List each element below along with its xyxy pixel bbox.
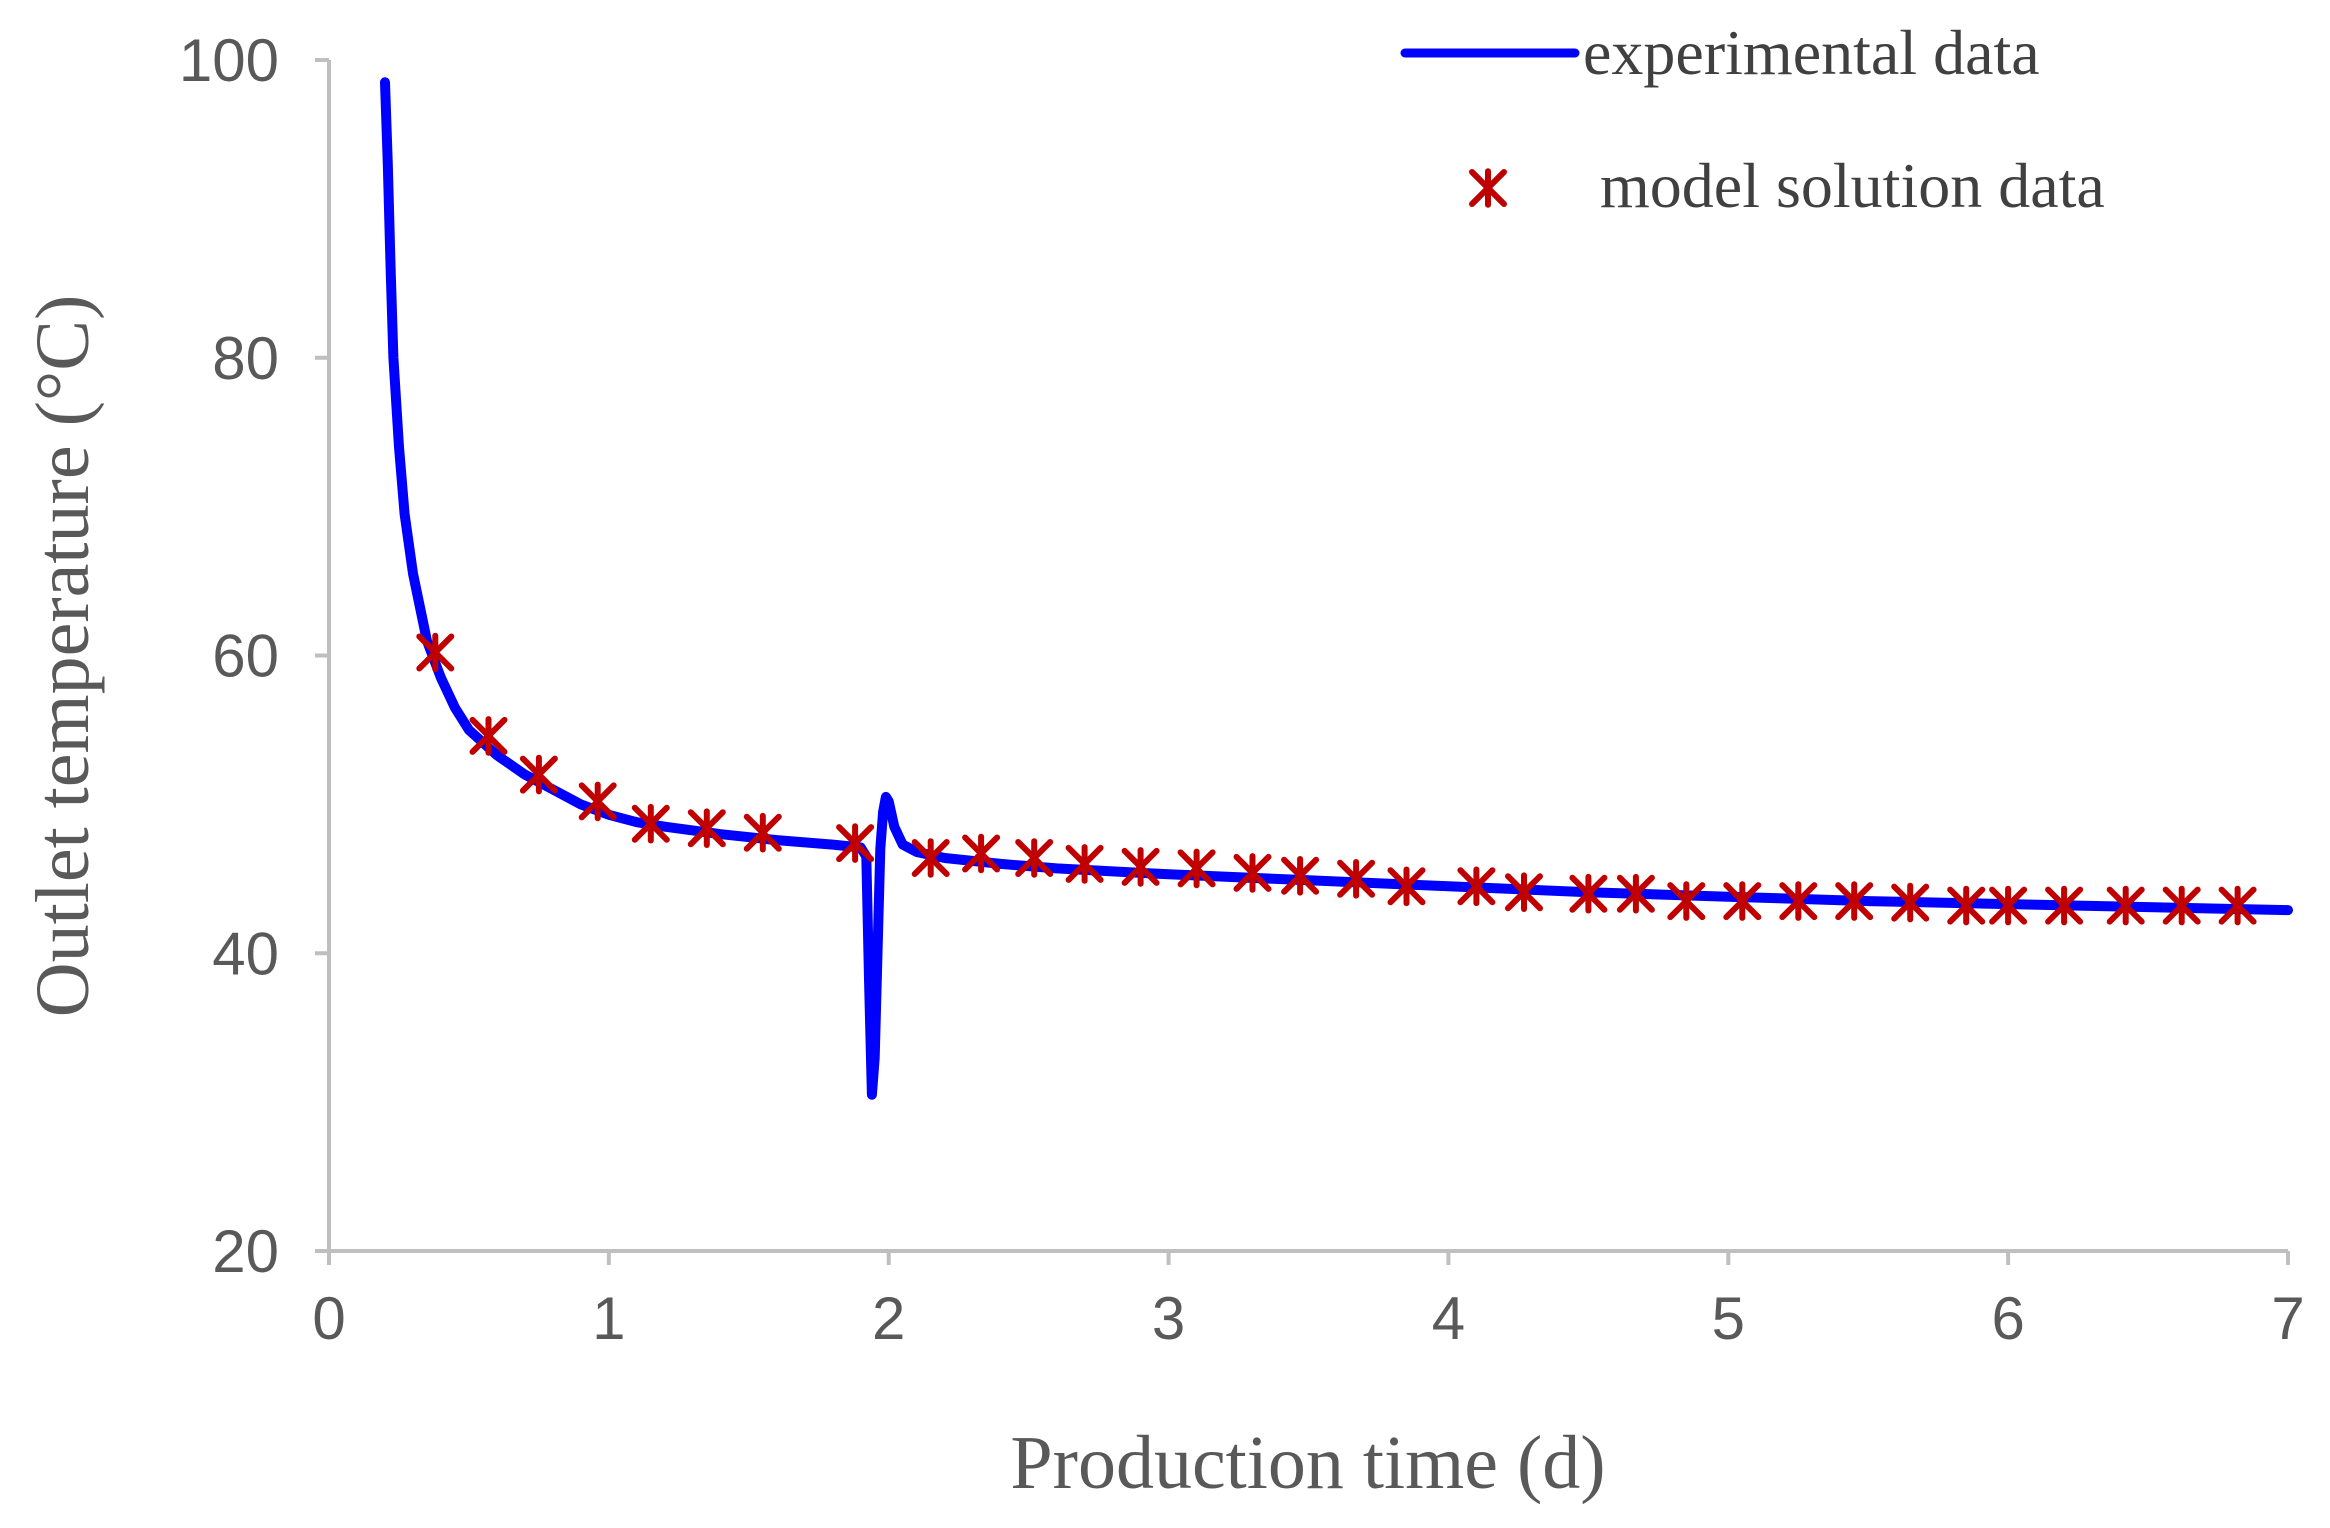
legend-label-experimental: experimental data <box>1583 17 2040 88</box>
x-tick-label: 2 <box>872 1285 905 1352</box>
data-point-model <box>2162 885 2201 926</box>
data-point-model <box>1337 858 1376 899</box>
y-tick-label: 20 <box>212 1218 279 1285</box>
x-axis-title: Production time (d) <box>1010 1421 1605 1505</box>
legend: experimental data model solution data <box>1400 17 2105 221</box>
data-point-model <box>687 808 726 849</box>
data-point-model <box>1387 866 1426 907</box>
data-point-model <box>1121 847 1160 887</box>
data-point-model <box>1989 885 2028 926</box>
data-point-model <box>1891 882 1930 923</box>
y-tick-label: 60 <box>212 623 279 690</box>
data-point-model <box>416 632 455 673</box>
data-point-model <box>1723 881 1762 921</box>
y-axis-title: Outlet temperature (°C) <box>21 295 105 1018</box>
data-point-model <box>2218 885 2257 926</box>
x-tick-label: 1 <box>592 1285 625 1352</box>
data-point-model <box>1779 881 1818 921</box>
data-point-model <box>1065 844 1104 884</box>
data-point-model <box>1457 866 1496 907</box>
data-point-model <box>911 838 950 878</box>
series-layer <box>380 77 2293 1100</box>
data-point-model <box>1616 873 1655 914</box>
x-tick-label: 5 <box>1712 1285 1745 1352</box>
y-tick-label: 80 <box>212 325 279 392</box>
data-point-model <box>1505 872 1543 913</box>
legend-marker-swatch <box>1469 168 1507 208</box>
series-line-experimental <box>380 77 2293 1100</box>
data-point-model <box>1233 853 1272 893</box>
axes <box>327 60 2288 1253</box>
x-tick-label: 4 <box>1432 1285 1465 1352</box>
ticks: 0 1 2 3 4 5 6 7 20 40 60 80 100 <box>179 27 2305 1352</box>
data-point-model <box>962 833 1001 874</box>
data-point-model <box>2106 885 2145 926</box>
x-tick-label: 7 <box>2271 1285 2304 1352</box>
x-tick-label: 0 <box>312 1285 345 1352</box>
y-tick-label: 40 <box>212 920 279 987</box>
data-point-model <box>2045 885 2084 926</box>
data-point-model <box>836 823 875 863</box>
data-point-model <box>1947 885 1986 926</box>
data-point-model <box>1281 855 1320 896</box>
data-point-model <box>1015 838 1054 878</box>
data-point-model <box>1177 848 1216 889</box>
x-tick-label: 3 <box>1152 1285 1185 1352</box>
data-point-model <box>631 803 670 844</box>
data-point-model <box>578 781 617 822</box>
legend-label-model: model solution data <box>1600 150 2105 221</box>
data-point-model <box>469 716 508 756</box>
y-tick-label: 100 <box>179 27 279 94</box>
data-point-model <box>1667 881 1706 921</box>
data-point-model <box>1569 873 1608 914</box>
data-point-model <box>1835 881 1874 921</box>
data-point-model <box>519 754 558 795</box>
x-tick-label: 6 <box>1991 1285 2024 1352</box>
data-point-model <box>743 812 782 853</box>
